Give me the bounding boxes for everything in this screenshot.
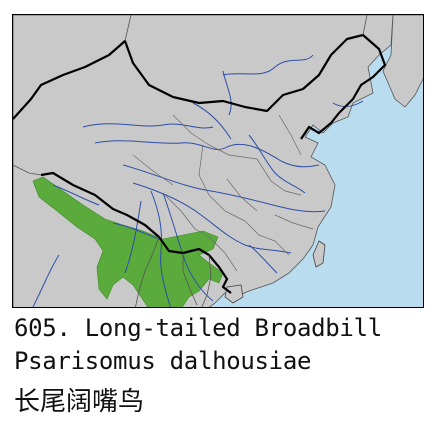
taiwan-island <box>312 240 326 268</box>
rivers <box>32 54 364 307</box>
range-map <box>12 14 424 308</box>
province-boundaries <box>132 114 314 272</box>
species-chinese-name: 长尾阔嘴鸟 <box>14 387 145 417</box>
map-svg <box>13 15 423 307</box>
korea-landmass <box>382 15 423 108</box>
hainan-island <box>224 284 244 304</box>
species-number-and-english-name: 605. Long-tailed Broadbill <box>14 314 382 342</box>
species-scientific-name: Psarisomus dalhousiae <box>14 347 312 375</box>
neighbor-boundaries <box>13 15 368 307</box>
national-border <box>13 33 387 294</box>
breeding-range <box>32 176 224 307</box>
